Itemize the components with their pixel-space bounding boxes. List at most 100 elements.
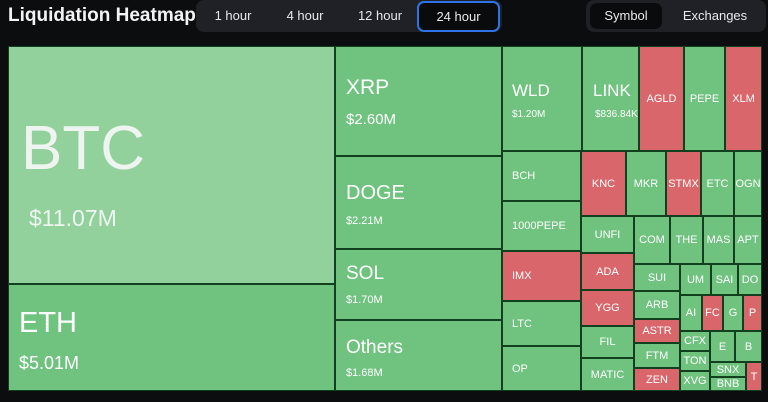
tile-b[interactable]: B <box>735 331 762 362</box>
tile-doge-value: $2.21M <box>346 215 383 227</box>
tile-xvg[interactable]: XVG <box>680 371 710 391</box>
tile-sol[interactable]: SOL $1.70M <box>335 249 502 320</box>
tile-arb-name: ARB <box>645 299 669 311</box>
tile-xlm[interactable]: XLM <box>725 46 762 151</box>
tile-mkr-name: MKR <box>633 177 659 190</box>
tile-cfx-name: CFX <box>684 335 706 347</box>
tile-ar[interactable]: AI <box>680 295 702 331</box>
tile-agld-name: AGLD <box>646 92 677 105</box>
tile-pepe-name: PEPE <box>689 92 720 105</box>
tile-fil[interactable]: FIL <box>581 326 634 358</box>
tab-12-hour[interactable]: 12 hour <box>357 8 403 23</box>
tile-astr[interactable]: ASTR <box>634 319 680 343</box>
tile-g[interactable]: G <box>723 295 743 331</box>
tile-xrp[interactable]: XRP $2.60M <box>335 46 502 156</box>
tile-mask[interactable]: MAS <box>703 216 734 264</box>
tile-t-name: T <box>750 370 758 383</box>
tile-fil-name: FIL <box>599 336 616 348</box>
tab-exchanges[interactable]: Exchanges <box>682 8 748 23</box>
tile-snx-name: SNX <box>716 363 740 376</box>
liquidation-heatmap: BTC $11.07M ETH $5.01M XRP $2.60M DOGE $… <box>8 46 762 391</box>
tile-bnb-name: BNB <box>716 378 740 390</box>
tile-op-name: OP <box>512 363 528 375</box>
tile-etc[interactable]: ETC <box>701 151 734 216</box>
tile-fet[interactable]: FC <box>702 295 723 331</box>
tile-ftm-name: FTM <box>645 349 669 362</box>
tile-snx[interactable]: SNX <box>710 362 746 377</box>
tile-link[interactable]: LINK $836.84K <box>582 46 639 151</box>
tab-4-hour[interactable]: 4 hour <box>286 8 324 23</box>
tile-ftm[interactable]: FTM <box>634 343 680 368</box>
tile-others-value: $1.68M <box>346 367 383 379</box>
page-title: Liquidation Heatmap <box>8 5 196 26</box>
tile-zen[interactable]: ZEN <box>634 368 680 391</box>
tile-p[interactable]: P <box>743 295 762 331</box>
tile-xrp-name: XRP <box>346 76 390 99</box>
tile-mkr[interactable]: MKR <box>626 151 666 216</box>
tile-cfx[interactable]: CFX <box>680 331 710 351</box>
tile-sui-name: SUI <box>647 271 667 284</box>
tile-op[interactable]: OP <box>502 346 581 391</box>
tile-bnb[interactable]: BNB <box>710 377 746 391</box>
tile-wld[interactable]: WLD $1.20M <box>502 46 582 151</box>
tile-doge[interactable]: DOGE $2.21M <box>335 156 502 249</box>
tile-sand-name: SAI <box>715 273 734 286</box>
tile-t[interactable]: T <box>746 362 762 391</box>
tile-arb[interactable]: ARB <box>634 291 680 319</box>
tile-others[interactable]: Others $1.68M <box>335 320 502 391</box>
tile-xlm-name: XLM <box>732 92 755 105</box>
tile-xrp-value: $2.60M <box>346 111 397 128</box>
tile-dot-name: DO <box>741 273 759 286</box>
tile-btc-value: $11.07M <box>29 205 117 231</box>
tile-apt[interactable]: APT <box>734 216 762 264</box>
tile-imx[interactable]: IMX <box>502 251 581 301</box>
tile-knc[interactable]: KNC <box>581 151 626 216</box>
tab-24-hour[interactable]: 24 hour <box>417 1 500 32</box>
tile-wld-name: WLD <box>512 81 550 100</box>
tile-1000pepe-name: 1000PEPE <box>512 220 566 232</box>
tile-btc[interactable]: BTC $11.07M <box>8 46 335 284</box>
tile-pepe[interactable]: PEPE <box>684 46 725 151</box>
tile-imx-name: IMX <box>512 270 532 282</box>
tile-sol-name: SOL <box>346 263 385 284</box>
tile-ada[interactable]: ADA <box>581 253 634 290</box>
tile-link-name: LINK <box>593 81 631 100</box>
tile-ltc-name: LTC <box>512 318 532 330</box>
tile-eth-value: $5.01M <box>19 353 80 373</box>
tile-e[interactable]: E <box>710 331 735 362</box>
tile-mask-name: MAS <box>706 234 731 246</box>
tile-uma[interactable]: UM <box>680 264 711 295</box>
tile-ton-name: TON <box>683 355 707 367</box>
tile-sol-value: $1.70M <box>346 294 383 306</box>
tile-eth-name: ETH <box>19 307 77 339</box>
tile-sui[interactable]: SUI <box>634 264 680 291</box>
tile-ygg-name: YGG <box>595 302 620 314</box>
tab-symbol[interactable]: Symbol <box>590 3 662 29</box>
tile-matic[interactable]: MATIC <box>581 358 634 391</box>
tile-agld[interactable]: AGLD <box>639 46 684 151</box>
tile-matic-name: MATIC <box>590 368 625 381</box>
tile-eth[interactable]: ETH $5.01M <box>8 284 335 391</box>
tile-ton[interactable]: TON <box>680 351 710 371</box>
tile-p-name: P <box>748 307 757 319</box>
view-mode-tabs: Symbol Exchanges <box>586 0 766 32</box>
tile-b-name: B <box>744 340 753 353</box>
tile-ygg[interactable]: YGG <box>581 290 634 326</box>
tile-ltc[interactable]: LTC <box>502 301 581 346</box>
tile-comp-name: COM <box>639 234 665 246</box>
tile-unfi-name: UNFI <box>594 228 621 241</box>
tile-ogn[interactable]: OGN <box>734 151 762 216</box>
tile-others-name: Others <box>346 337 404 358</box>
tile-bch[interactable]: BCH <box>502 151 581 201</box>
tile-comp[interactable]: COM <box>634 216 670 264</box>
tile-the-name: THE <box>675 234 698 246</box>
tab-1-hour[interactable]: 1 hour <box>214 8 252 23</box>
tile-ada-name: ADA <box>596 265 619 278</box>
tile-sand[interactable]: SAI <box>711 264 738 295</box>
tile-stmx[interactable]: STMX <box>666 151 701 216</box>
tile-uma-name: UM <box>686 273 705 286</box>
tile-dot[interactable]: DO <box>738 264 762 295</box>
tile-the[interactable]: THE <box>670 216 703 264</box>
tile-unfi[interactable]: UNFI <box>581 216 634 253</box>
tile-1000pepe[interactable]: 1000PEPE <box>502 201 581 251</box>
